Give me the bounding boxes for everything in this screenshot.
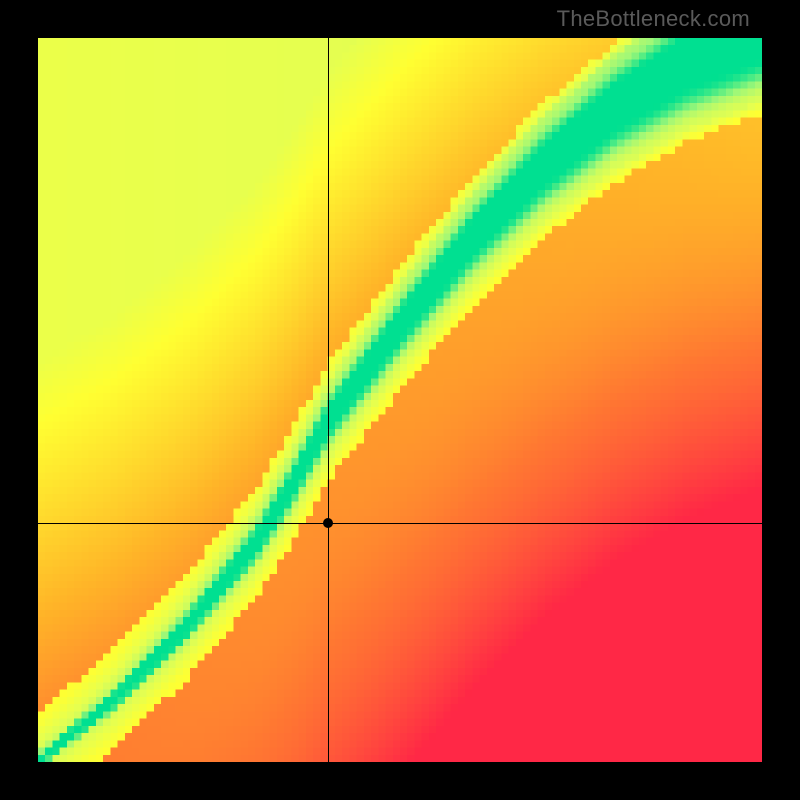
crosshair-vertical	[328, 38, 329, 762]
heatmap-plot	[38, 38, 762, 762]
crosshair-horizontal	[38, 523, 762, 524]
crosshair-marker	[323, 518, 333, 528]
outer-frame: TheBottleneck.com	[0, 0, 800, 800]
watermark-text: TheBottleneck.com	[557, 6, 750, 32]
heatmap-canvas	[38, 38, 762, 762]
